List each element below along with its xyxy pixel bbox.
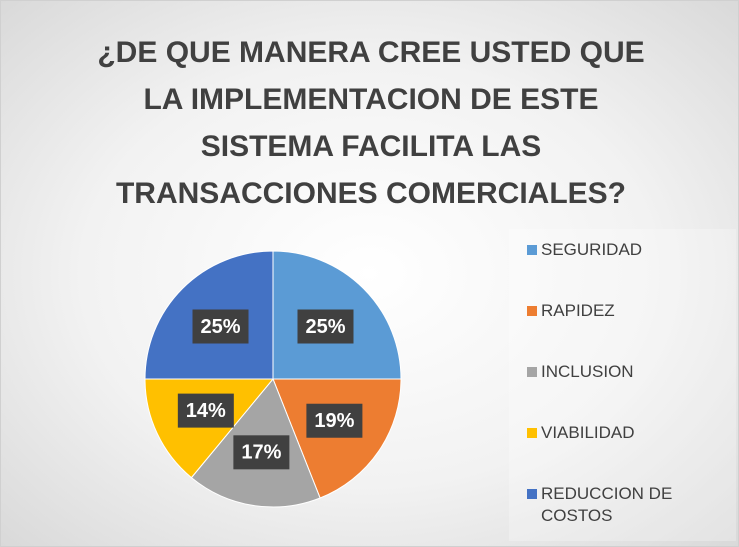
legend-item: INCLUSION bbox=[527, 361, 721, 383]
pie-slice bbox=[144, 378, 275, 479]
legend-swatch bbox=[527, 245, 537, 255]
legend-item: VIABILIDAD bbox=[527, 422, 721, 444]
legend-label: REDUCCION DE COSTOS bbox=[541, 484, 673, 525]
legend-swatch bbox=[527, 489, 537, 499]
legend: SEGURIDAD RAPIDEZ INCLUSION VIABILIDAD REDUC… bbox=[509, 229, 736, 541]
data-label: 17% bbox=[241, 442, 281, 464]
legend-swatch bbox=[527, 367, 537, 377]
pie-slice bbox=[272, 378, 402, 499]
legend-label: RAPIDEZ bbox=[541, 301, 615, 320]
legend-swatch bbox=[527, 428, 537, 438]
legend-item: SEGURIDAD bbox=[527, 239, 721, 261]
data-label-box bbox=[192, 309, 249, 344]
legend-label: INCLUSION bbox=[541, 362, 634, 381]
data-label: 14% bbox=[186, 400, 226, 422]
legend-label: SEGURIDAD bbox=[541, 240, 643, 259]
chart-title: ¿DE QUE MANERA CREE USTED QUE LA IMPLEME… bbox=[97, 36, 645, 210]
data-label-box bbox=[306, 403, 363, 438]
legend-swatch bbox=[527, 306, 537, 316]
data-label: 19% bbox=[314, 410, 354, 432]
data-label: 25% bbox=[305, 316, 345, 338]
data-label-box bbox=[297, 309, 354, 344]
data-label-box bbox=[177, 393, 234, 428]
legend-item: RAPIDEZ bbox=[527, 300, 721, 322]
legend-label: VIABILIDAD bbox=[541, 423, 635, 442]
legend-item: REDUCCION DE COSTOS bbox=[527, 483, 721, 527]
data-label: 25% bbox=[200, 316, 240, 338]
data-label-box bbox=[233, 435, 290, 470]
